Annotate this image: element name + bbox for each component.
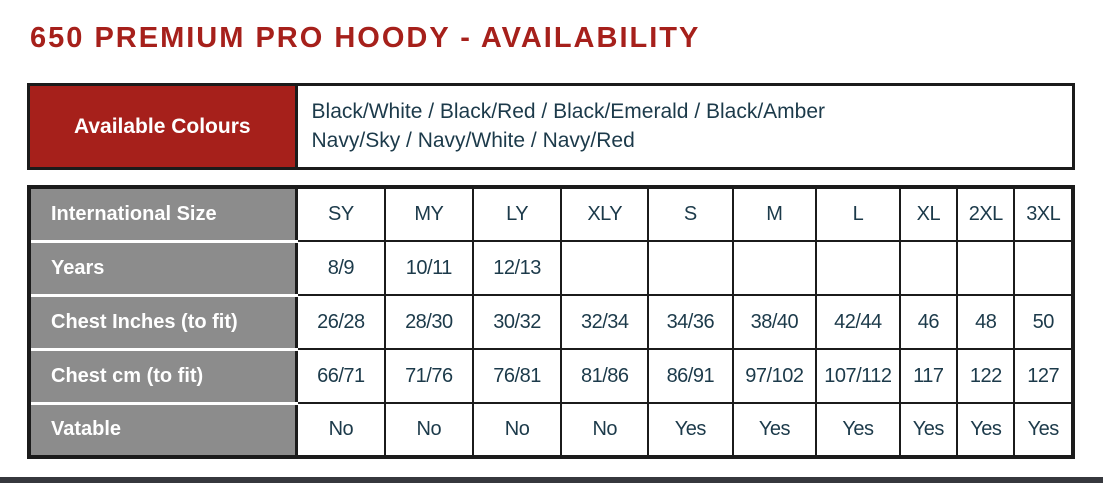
chest-inches-cell: 28/30 xyxy=(384,294,474,350)
years-cell xyxy=(898,240,959,296)
available-colours-values: Black/White / Black/Red / Black/Emerald … xyxy=(296,84,1074,169)
years-cell xyxy=(647,240,734,296)
vatable-cell: No xyxy=(471,402,563,458)
table-row-vatable: Vatable No No No No Yes Yes Yes Yes Yes … xyxy=(29,401,1074,459)
chest-inches-cell: 42/44 xyxy=(815,294,901,350)
vatable-cell: Yes xyxy=(815,402,901,458)
chest-cm-cell: 71/76 xyxy=(384,348,474,404)
chest-inches-cell: 50 xyxy=(1013,294,1074,350)
size-cell: MY xyxy=(384,186,474,242)
years-cell xyxy=(560,240,650,296)
vatable-cell: Yes xyxy=(1013,402,1074,458)
years-cell: 10/11 xyxy=(384,240,474,296)
years-cell xyxy=(815,240,901,296)
chest-cm-cell: 122 xyxy=(956,348,1016,404)
size-cell: LY xyxy=(471,186,563,242)
colours-line-2: Navy/Sky / Navy/White / Navy/Red xyxy=(311,128,635,152)
table-row-chest-cm: Chest cm (to fit) 66/71 71/76 76/81 81/8… xyxy=(29,347,1074,405)
size-cell: S xyxy=(647,186,734,242)
vatable-cell: No xyxy=(295,402,386,458)
chest-inches-cell: 32/34 xyxy=(560,294,650,350)
row-label: Chest Inches (to fit) xyxy=(29,293,298,351)
years-cell: 8/9 xyxy=(295,240,386,296)
available-colours-row: Available Colours Black/White / Black/Re… xyxy=(28,84,1074,169)
table-row-chest-inches: Chest Inches (to fit) 26/28 28/30 30/32 … xyxy=(29,293,1074,351)
chest-cm-cell: 66/71 xyxy=(295,348,386,404)
colours-line-1: Black/White / Black/Red / Black/Emerald … xyxy=(311,99,826,123)
chest-inches-cell: 26/28 xyxy=(295,294,386,350)
page-title: 650 PREMIUM PRO HOODY - AVAILABILITY xyxy=(30,22,701,54)
years-cell xyxy=(731,240,818,296)
size-availability-table: International Size SY MY LY XLY S M L XL… xyxy=(27,185,1075,459)
vatable-cell: No xyxy=(560,402,650,458)
chest-cm-cell: 107/112 xyxy=(815,348,901,404)
size-cell: M xyxy=(731,186,818,242)
years-cell: 12/13 xyxy=(471,240,563,296)
chest-inches-cell: 46 xyxy=(898,294,959,350)
chest-cm-cell: 81/86 xyxy=(560,348,650,404)
chest-cm-cell: 127 xyxy=(1013,348,1074,404)
vatable-cell: No xyxy=(384,402,474,458)
size-cell: L xyxy=(815,186,901,242)
chest-cm-cell: 76/81 xyxy=(471,348,563,404)
table-row-years: Years 8/9 10/11 12/13 xyxy=(29,239,1074,297)
chest-cm-cell: 117 xyxy=(898,348,959,404)
vatable-cell: Yes xyxy=(956,402,1016,458)
chest-cm-cell: 97/102 xyxy=(731,348,818,404)
size-cell: XLY xyxy=(560,186,650,242)
available-colours-table: Available Colours Black/White / Black/Re… xyxy=(27,83,1075,170)
size-cell: 3XL xyxy=(1013,186,1074,242)
chest-cm-cell: 86/91 xyxy=(647,348,734,404)
chest-inches-cell: 34/36 xyxy=(647,294,734,350)
table-row-international-size: International Size SY MY LY XLY S M L XL… xyxy=(29,185,1074,243)
row-label: Years xyxy=(29,239,298,297)
vatable-cell: Yes xyxy=(731,402,818,458)
row-label: International Size xyxy=(29,185,298,243)
chest-inches-cell: 30/32 xyxy=(471,294,563,350)
vatable-cell: Yes xyxy=(647,402,734,458)
vatable-cell: Yes xyxy=(898,402,959,458)
available-colours-label: Available Colours xyxy=(28,84,298,169)
years-cell xyxy=(1013,240,1074,296)
row-label: Chest cm (to fit) xyxy=(29,347,298,405)
chest-inches-cell: 48 xyxy=(956,294,1016,350)
row-label: Vatable xyxy=(29,401,298,459)
size-cell: XL xyxy=(898,186,959,242)
years-cell xyxy=(956,240,1016,296)
size-cell: SY xyxy=(295,186,386,242)
size-cell: 2XL xyxy=(956,186,1016,242)
bottom-divider-bar xyxy=(0,477,1103,483)
chest-inches-cell: 38/40 xyxy=(731,294,818,350)
